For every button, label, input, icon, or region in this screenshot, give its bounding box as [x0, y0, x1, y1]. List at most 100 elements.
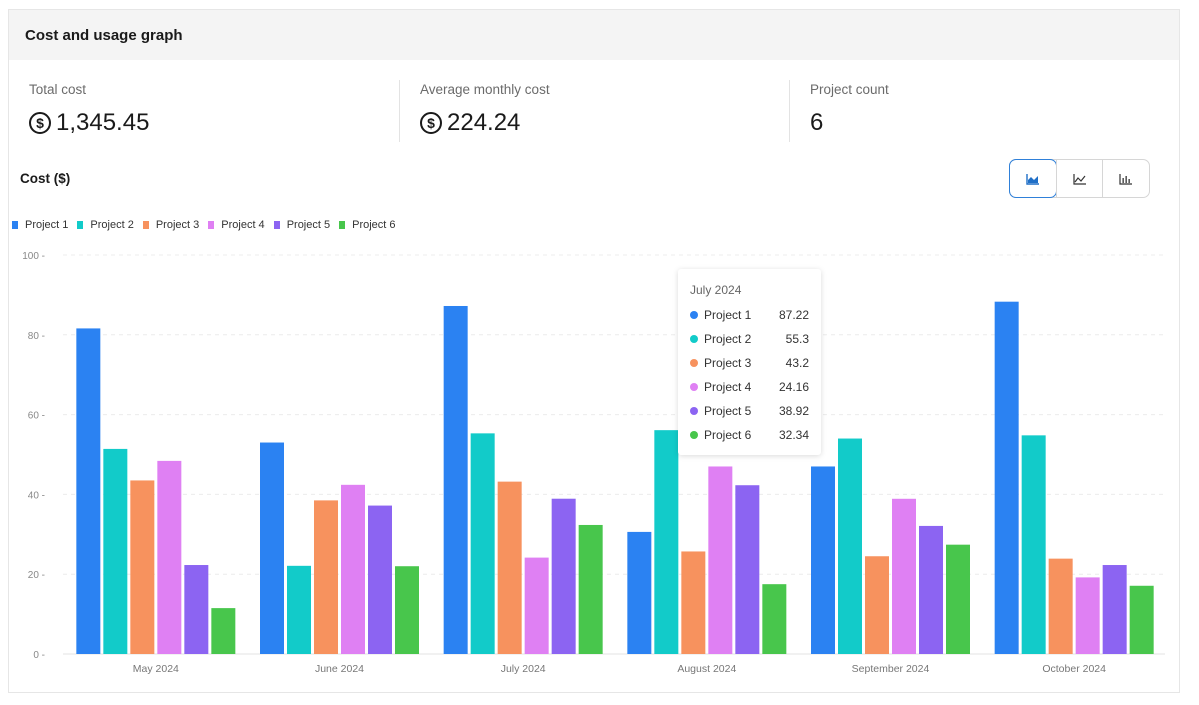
line-chart-toggle-button[interactable] — [1055, 160, 1103, 197]
x-tick-label: August 2024 — [677, 663, 736, 675]
x-tick-label: May 2024 — [133, 663, 179, 675]
bar — [919, 525, 943, 654]
legend-item[interactable]: Project 5 — [273, 219, 331, 231]
bar — [260, 442, 284, 654]
bar — [368, 505, 392, 654]
tooltip-value: 24.16 — [778, 380, 809, 394]
tooltip-series-name: Project 4 — [704, 380, 752, 394]
x-tick-label: October 2024 — [1042, 663, 1106, 675]
bar — [681, 551, 706, 654]
bar — [341, 484, 365, 654]
stat-value: 6 — [810, 109, 1179, 137]
bar — [314, 500, 338, 654]
bar — [708, 466, 733, 654]
stat-label: Project count — [810, 82, 889, 97]
legend-item[interactable]: Project 3 — [142, 219, 200, 231]
y-tick-label: 0 - — [33, 650, 45, 661]
legend-swatch — [208, 221, 215, 229]
tooltip-series-name: Project 6 — [704, 428, 752, 442]
bar — [578, 524, 603, 654]
tooltip-series-name: Project 2 — [704, 332, 752, 346]
tooltip-dot — [690, 407, 698, 415]
y-tick-label: 40 - — [28, 490, 45, 501]
tooltip-series-name: Project 1 — [704, 308, 752, 322]
chart-section-label: Cost ($) — [20, 171, 71, 186]
stat-average-monthly-cost: Average monthly cost $ 224.24 — [399, 80, 789, 142]
bar — [1102, 565, 1127, 654]
bar — [470, 433, 495, 654]
x-tick-label: September 2024 — [852, 663, 930, 675]
tooltip-value: 55.3 — [785, 332, 809, 346]
average-cost-value: 224.24 — [447, 109, 521, 136]
tooltip-dot — [690, 431, 698, 439]
stats-row: Total cost $ 1,345.45 Average monthly co… — [9, 80, 1179, 142]
bar — [184, 565, 209, 654]
stat-project-count: Project count 6 — [789, 80, 1179, 142]
legend-item[interactable]: Project 4 — [208, 219, 265, 231]
stat-value: $ 224.24 — [420, 109, 789, 137]
bar — [157, 460, 182, 654]
legend-item[interactable]: Project 1 — [12, 219, 68, 231]
bar — [654, 430, 679, 654]
legend-label: Project 4 — [221, 219, 265, 231]
tooltip-row: Project 5 38.92 — [690, 399, 809, 423]
tooltip-row: Project 3 43.2 — [690, 351, 809, 375]
panel-header: Cost and usage graph — [9, 10, 1179, 60]
legend-swatch — [339, 221, 346, 229]
y-tick-label: 60 - — [28, 411, 45, 422]
chart-type-toggle — [1009, 159, 1150, 198]
area-chart-icon — [1026, 173, 1039, 185]
tooltip-row: Project 2 55.3 — [690, 327, 809, 351]
bar-chart-toggle-button[interactable] — [1102, 160, 1149, 197]
bar — [838, 438, 862, 654]
bar — [811, 466, 835, 654]
bar — [524, 557, 549, 654]
bar — [497, 481, 522, 654]
legend-item[interactable]: Project 2 — [77, 219, 134, 231]
bar — [762, 584, 787, 654]
tooltip-row: Project 1 87.22 — [690, 303, 809, 327]
tooltip-dot — [690, 359, 698, 367]
bar — [211, 608, 236, 654]
tooltip-series-name: Project 5 — [704, 404, 752, 418]
y-tick-label: 20 - — [28, 570, 45, 581]
bar — [130, 480, 155, 654]
bar — [1129, 585, 1154, 654]
tooltip-value: 87.22 — [778, 308, 809, 322]
bar — [994, 301, 1019, 654]
chart-legend: Project 1 Project 2 Project 3 Project 4 Proj… — [12, 219, 405, 231]
stat-label: Average monthly cost — [420, 82, 550, 97]
tooltip-value: 38.92 — [778, 404, 809, 418]
bar — [443, 305, 468, 654]
y-tick-label: 100 - — [22, 251, 45, 262]
bar — [865, 556, 889, 654]
bar — [103, 448, 128, 654]
bar — [287, 565, 311, 654]
legend-label: Project 5 — [286, 219, 331, 231]
tooltip-dot — [690, 383, 698, 391]
stat-label: Total cost — [29, 82, 87, 97]
legend-label: Project 2 — [90, 219, 134, 231]
bar — [627, 531, 652, 654]
chart-tooltip: July 2024 Project 1 87.22 Project 2 55.3 Pro… — [678, 269, 821, 455]
tooltip-series-name: Project 3 — [704, 356, 752, 370]
stat-total-cost: Total cost $ 1,345.45 — [9, 80, 399, 142]
bar — [892, 498, 916, 654]
y-tick-label: 80 - — [28, 331, 45, 342]
tooltip-value: 43.2 — [785, 356, 809, 370]
tooltip-dot — [690, 311, 698, 319]
dollar-circle-icon: $ — [29, 112, 51, 134]
bar — [735, 485, 760, 654]
x-tick-label: July 2024 — [501, 663, 546, 675]
tooltip-value: 32.34 — [778, 428, 809, 442]
legend-label: Project 6 — [352, 219, 396, 231]
legend-label: Project 1 — [25, 219, 69, 231]
bar — [1048, 558, 1073, 654]
legend-label: Project 3 — [155, 219, 200, 231]
legend-item[interactable]: Project 6 — [339, 219, 396, 231]
total-cost-value: 1,345.45 — [56, 109, 150, 136]
project-count-value: 6 — [810, 109, 824, 136]
tooltip-title: July 2024 — [690, 283, 742, 297]
tooltip-row: Project 6 32.34 — [690, 423, 809, 447]
